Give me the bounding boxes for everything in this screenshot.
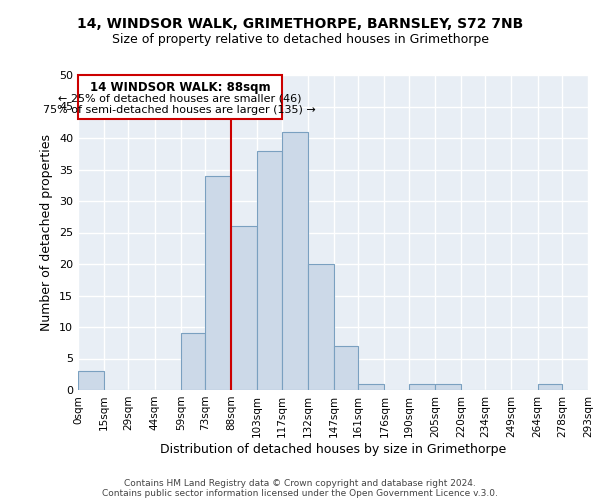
Text: Size of property relative to detached houses in Grimethorpe: Size of property relative to detached ho…: [112, 32, 488, 46]
Bar: [435, 384, 461, 390]
Text: ← 25% of detached houses are smaller (46): ← 25% of detached houses are smaller (46…: [58, 94, 302, 104]
Bar: [538, 384, 562, 390]
FancyBboxPatch shape: [78, 75, 281, 119]
Text: Contains public sector information licensed under the Open Government Licence v.: Contains public sector information licen…: [102, 488, 498, 498]
Bar: [181, 334, 205, 390]
Text: 14 WINDSOR WALK: 88sqm: 14 WINDSOR WALK: 88sqm: [89, 82, 270, 94]
Bar: [257, 150, 281, 390]
Bar: [334, 346, 358, 390]
Bar: [308, 264, 334, 390]
X-axis label: Distribution of detached houses by size in Grimethorpe: Distribution of detached houses by size …: [160, 442, 506, 456]
Bar: [358, 384, 385, 390]
Bar: [78, 371, 104, 390]
Bar: [205, 176, 231, 390]
Y-axis label: Number of detached properties: Number of detached properties: [40, 134, 53, 331]
Bar: [231, 226, 257, 390]
Text: 14, WINDSOR WALK, GRIMETHORPE, BARNSLEY, S72 7NB: 14, WINDSOR WALK, GRIMETHORPE, BARNSLEY,…: [77, 18, 523, 32]
Text: Contains HM Land Registry data © Crown copyright and database right 2024.: Contains HM Land Registry data © Crown c…: [124, 478, 476, 488]
Bar: [281, 132, 308, 390]
Text: 75% of semi-detached houses are larger (135) →: 75% of semi-detached houses are larger (…: [43, 105, 316, 115]
Bar: [409, 384, 435, 390]
